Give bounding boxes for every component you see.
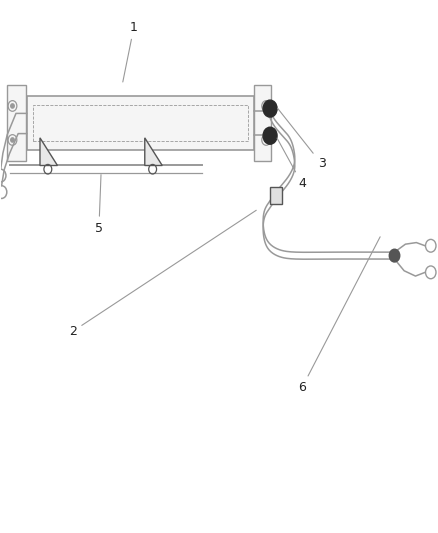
Text: 6: 6	[298, 237, 380, 394]
Bar	[27, 96, 254, 150]
Bar	[254, 85, 272, 161]
Text: 3: 3	[278, 108, 325, 171]
Text: 5: 5	[95, 175, 103, 235]
Circle shape	[265, 104, 268, 108]
Bar	[270, 187, 282, 204]
Polygon shape	[145, 138, 162, 165]
Text: 4: 4	[277, 138, 306, 190]
Text: 2: 2	[69, 210, 256, 338]
Circle shape	[263, 100, 277, 117]
Polygon shape	[40, 138, 57, 165]
Bar	[33, 105, 248, 141]
Circle shape	[265, 138, 268, 142]
Circle shape	[11, 104, 14, 108]
Circle shape	[263, 127, 277, 144]
Text: 1: 1	[123, 21, 138, 82]
Bar	[7, 85, 26, 161]
Circle shape	[389, 249, 400, 262]
Circle shape	[11, 138, 14, 142]
